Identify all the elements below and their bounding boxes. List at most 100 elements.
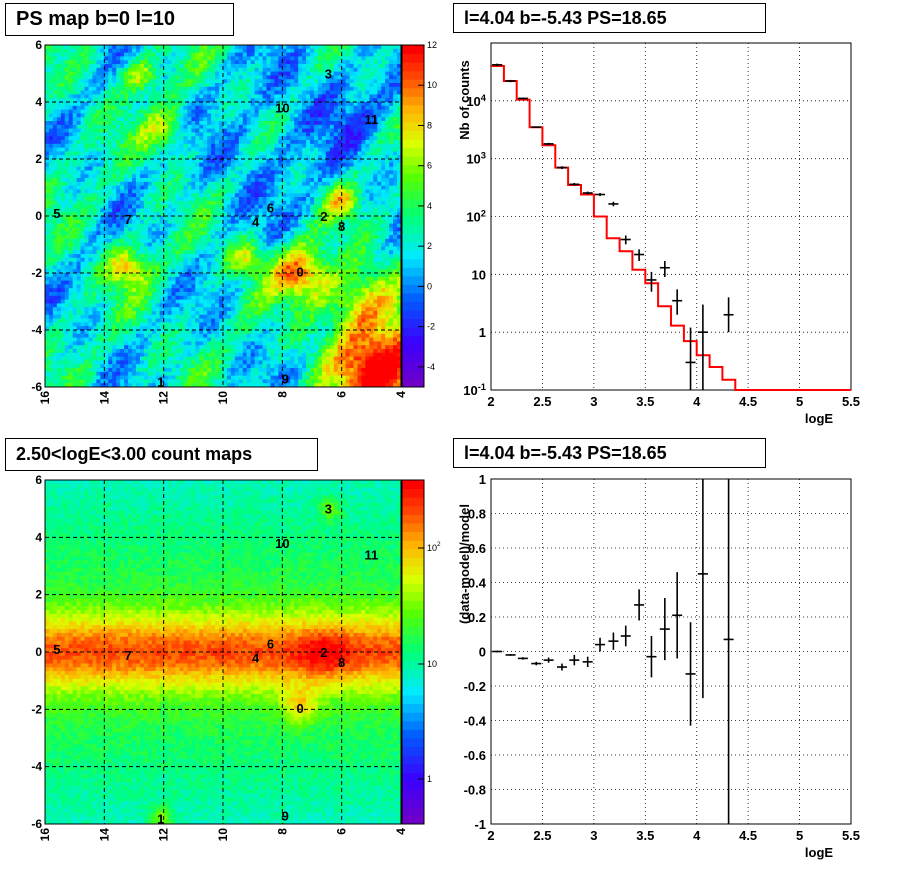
- map-pixel: [128, 166, 133, 171]
- map-pixel: [215, 326, 220, 331]
- map-pixel: [262, 178, 267, 183]
- map-pixel: [175, 94, 180, 99]
- map-pixel: [132, 269, 137, 274]
- map-pixel: [191, 128, 196, 133]
- map-pixel: [159, 257, 165, 262]
- map-pixel: [246, 113, 252, 118]
- map-pixel: [143, 113, 149, 118]
- map-pixel: [124, 109, 129, 114]
- map-pixel: [175, 212, 180, 217]
- map-pixel: [211, 170, 216, 175]
- map-pixel: [108, 132, 113, 137]
- map-pixel: [135, 52, 141, 57]
- map-pixel: [124, 276, 129, 281]
- map-pixel: [48, 326, 54, 331]
- map-pixel: [132, 52, 137, 57]
- map-pixel: [104, 67, 109, 72]
- map-pixel: [151, 64, 157, 69]
- map-pixel: [96, 349, 101, 354]
- map-pixel: [64, 208, 70, 213]
- map-pixel: [84, 140, 89, 145]
- map-pixel: [128, 67, 133, 72]
- map-pixel: [45, 330, 50, 335]
- map-pixel: [254, 219, 259, 224]
- map-pixel: [203, 273, 208, 278]
- map-pixel: [124, 295, 129, 300]
- map-pixel: [88, 322, 93, 327]
- map-pixel: [80, 155, 85, 160]
- map-pixel: [132, 292, 137, 297]
- map-pixel: [199, 341, 204, 346]
- map-pixel: [45, 273, 50, 278]
- map-pixel: [48, 52, 54, 57]
- map-pixel: [60, 162, 66, 167]
- map-pixel: [84, 227, 89, 232]
- map-pixel: [151, 105, 157, 110]
- map-pixel: [108, 235, 113, 240]
- map-pixel: [187, 231, 192, 236]
- map-pixel: [80, 288, 85, 293]
- map-pixel: [72, 219, 78, 224]
- map-pixel: [143, 75, 149, 80]
- map-pixel: [124, 242, 129, 247]
- map-pixel: [211, 356, 216, 361]
- map-pixel: [52, 189, 58, 194]
- map-pixel: [167, 109, 172, 114]
- map-pixel: [223, 356, 228, 361]
- map-pixel: [234, 242, 240, 247]
- map-pixel: [64, 314, 70, 319]
- map-pixel: [52, 52, 58, 57]
- map-pixel: [250, 341, 256, 346]
- map-pixel: [226, 368, 232, 373]
- map-pixel: [219, 368, 224, 373]
- map-pixel: [163, 364, 169, 369]
- map-pixel: [155, 231, 161, 236]
- map-pixel: [155, 326, 161, 331]
- map-pixel: [254, 170, 259, 175]
- map-pixel: [163, 60, 169, 65]
- map-pixel: [183, 257, 188, 262]
- map-pixel: [76, 345, 81, 350]
- map-pixel: [175, 79, 180, 84]
- map-pixel: [199, 379, 204, 384]
- map-pixel: [116, 216, 121, 221]
- map-pixel: [60, 311, 66, 316]
- map-pixel: [128, 383, 133, 388]
- map-pixel: [242, 75, 248, 80]
- map-pixel: [230, 246, 236, 251]
- map-pixel: [104, 193, 109, 198]
- map-pixel: [191, 280, 196, 285]
- map-pixel: [187, 90, 192, 95]
- map-pixel: [195, 242, 200, 247]
- map-pixel: [96, 383, 101, 388]
- map-pixel: [223, 303, 228, 308]
- map-pixel: [151, 292, 157, 297]
- map-pixel: [80, 56, 85, 61]
- map-pixel: [84, 352, 89, 357]
- map-pixel: [226, 265, 232, 270]
- map-pixel: [120, 326, 125, 331]
- map-pixel: [199, 64, 204, 69]
- map-pixel: [223, 45, 228, 50]
- map-pixel: [191, 257, 196, 262]
- map-pixel: [159, 311, 165, 316]
- map-pixel: [155, 56, 161, 61]
- map-pixel: [120, 273, 125, 278]
- map-pixel: [219, 227, 224, 232]
- map-pixel: [187, 128, 192, 133]
- map-pixel: [219, 273, 224, 278]
- map-pixel: [219, 151, 224, 156]
- map-pixel: [242, 364, 248, 369]
- map-pixel: [215, 273, 220, 278]
- map-pixel: [52, 341, 58, 346]
- map-pixel: [64, 364, 70, 369]
- map-pixel: [262, 105, 267, 110]
- map-pixel: [96, 311, 101, 316]
- map-pixel: [88, 60, 93, 65]
- map-pixel: [120, 337, 125, 342]
- map-pixel: [187, 52, 192, 57]
- map-pixel: [84, 208, 89, 213]
- map-pixel: [143, 170, 149, 175]
- map-pixel: [250, 273, 256, 278]
- map-pixel: [108, 204, 113, 209]
